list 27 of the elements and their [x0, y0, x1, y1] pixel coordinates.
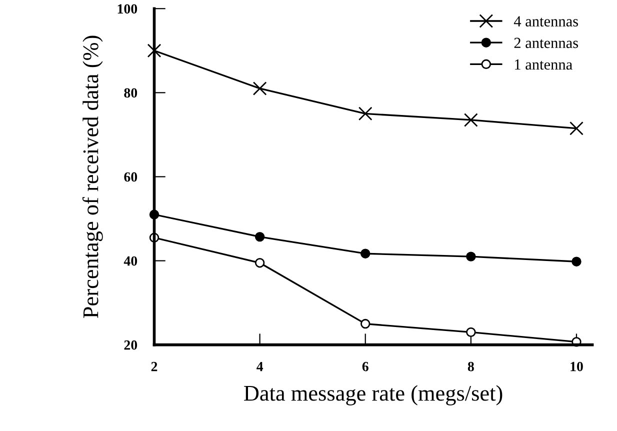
point: [360, 248, 370, 258]
x-tick-label: 4: [256, 362, 264, 372]
y-tick-label: 80: [124, 88, 138, 98]
x-tick-label: 10: [570, 362, 583, 372]
legend-label: 4 antennas: [514, 16, 578, 26]
point: [254, 232, 265, 242]
point: [466, 327, 476, 338]
point: [358, 106, 372, 121]
point: [572, 256, 582, 266]
y-axis-title: Percentage of received data (%): [82, 36, 103, 318]
y-tick-label: 20: [124, 340, 138, 350]
x-tick-label: 6: [362, 362, 368, 372]
x-tick-label: 8: [468, 362, 474, 372]
y-tick-label: 60: [124, 172, 138, 182]
point: [570, 121, 584, 136]
point: [252, 82, 267, 96]
point: [360, 318, 370, 329]
point: [464, 113, 478, 127]
legend-label: 2 antennas: [514, 38, 578, 48]
x-axis-title: Data message rate (megs/set): [244, 385, 502, 406]
y-tick-label: 100: [118, 4, 138, 14]
point: [147, 44, 162, 58]
x-tick-label: 2: [151, 362, 158, 372]
point: [254, 258, 265, 268]
y-tick-label: 40: [124, 256, 138, 266]
legend-label: 1 antenna: [515, 59, 572, 70]
point: [466, 252, 476, 262]
